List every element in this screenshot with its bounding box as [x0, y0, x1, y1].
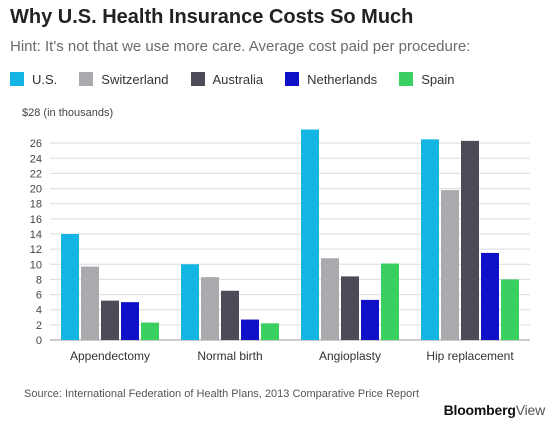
y-tick-label: 2	[36, 320, 42, 332]
y-axis-unit-label: $28 (in thousands)	[22, 107, 113, 119]
chart-title: Why U.S. Health Insurance Costs So Much	[10, 6, 414, 28]
bar-angioplasty-spain	[381, 263, 399, 340]
y-tick-label: 12	[30, 244, 42, 256]
y-tick-label: 20	[30, 184, 42, 196]
legend: U.S. Switzerland Australia Netherlands S…	[10, 70, 476, 88]
bar-appendectomy-u-s	[61, 234, 79, 340]
y-tick-label: 14	[30, 229, 42, 241]
legend-label-switzerland: Switzerland	[101, 71, 169, 87]
bar-normal-birth-australia	[221, 290, 239, 340]
bar-normal-birth-spain	[261, 323, 279, 340]
legend-item-us: U.S.	[10, 72, 57, 87]
legend-swatch-switzerland	[79, 72, 94, 86]
y-tick-label: 16	[30, 214, 42, 226]
category-label: Hip replacement	[426, 349, 514, 363]
brand-name: Bloomberg	[443, 402, 516, 418]
bar-hip-replacement-u-s	[421, 139, 439, 340]
bars	[61, 129, 519, 340]
y-tick-label: 10	[30, 259, 42, 271]
y-tick-label: 0	[36, 335, 42, 347]
bar-hip-replacement-netherlands	[481, 252, 499, 340]
bar-angioplasty-australia	[341, 276, 359, 340]
brand-suffix: View	[515, 402, 545, 418]
bar-chart: $28 (in thousands) 024681012141618202224…	[22, 107, 530, 363]
legend-swatch-australia	[190, 72, 205, 86]
bar-hip-replacement-australia	[461, 140, 479, 340]
bar-appendectomy-australia	[101, 300, 119, 340]
legend-item-netherlands: Netherlands	[285, 72, 377, 87]
bar-normal-birth-netherlands	[241, 319, 259, 340]
y-tick-label: 4	[36, 305, 42, 317]
legend-item-australia: Australia	[190, 71, 264, 87]
bar-angioplasty-switzerland	[321, 258, 339, 340]
legend-item-switzerland: Switzerland	[79, 71, 169, 87]
bar-appendectomy-switzerland	[81, 266, 99, 340]
category-label: Appendectomy	[70, 349, 150, 363]
category-label: Angioplasty	[319, 349, 381, 363]
bar-appendectomy-netherlands	[121, 302, 139, 340]
legend-label-us: U.S.	[32, 71, 58, 87]
legend-swatch-netherlands	[285, 72, 300, 86]
legend-swatch-spain	[399, 72, 414, 86]
legend-label-netherlands: Netherlands	[307, 71, 378, 87]
category-labels: Appendectomy Normal birth Angioplasty Hip r…	[70, 349, 514, 363]
y-tick-label: 18	[30, 199, 42, 211]
chart-subtitle: Hint: It's not that we use more care. Av…	[10, 38, 471, 55]
bar-normal-birth-u-s	[181, 264, 199, 340]
legend-swatch-us	[10, 72, 24, 86]
y-tick-label: 24	[30, 153, 42, 165]
category-label: Normal birth	[197, 349, 262, 363]
y-tick-label: 6	[36, 290, 42, 302]
bar-angioplasty-u-s	[301, 129, 319, 340]
bar-hip-replacement-switzerland	[441, 190, 459, 340]
bar-normal-birth-switzerland	[201, 277, 219, 340]
bar-appendectomy-spain	[141, 322, 159, 340]
bloomberg-view-logo: BloombergView	[443, 402, 546, 418]
y-tick-label: 22	[30, 168, 42, 180]
legend-label-australia: Australia	[212, 71, 264, 87]
legend-label-spain: Spain	[421, 71, 455, 87]
gridlines	[50, 142, 530, 341]
bar-hip-replacement-spain	[501, 279, 519, 340]
legend-item-spain: Spain	[399, 72, 454, 87]
bar-angioplasty-netherlands	[361, 299, 379, 340]
source-note: Source: International Federation of Heal…	[24, 388, 419, 400]
y-tick-label: 26	[30, 138, 42, 150]
y-tick-label: 8	[36, 274, 42, 286]
